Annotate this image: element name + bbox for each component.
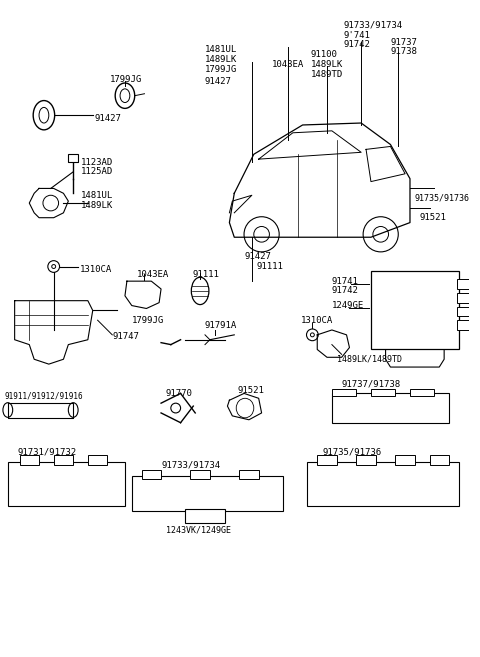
Text: 1489TD: 1489TD	[311, 70, 343, 79]
Bar	[317, 455, 337, 464]
Bar	[371, 271, 459, 350]
Bar	[185, 509, 225, 523]
Text: 91733/91734: 91733/91734	[161, 460, 220, 469]
Bar	[332, 388, 356, 396]
Text: 1481UL: 1481UL	[205, 45, 237, 55]
Bar	[68, 154, 78, 162]
Text: 91111: 91111	[257, 262, 284, 271]
Text: 1799JG: 1799JG	[205, 65, 237, 74]
Text: 91911/91912/91916: 91911/91912/91916	[5, 392, 84, 401]
Text: 91521: 91521	[237, 386, 264, 395]
Bar	[88, 455, 108, 464]
Text: 1799JG: 1799JG	[110, 75, 143, 83]
Text: 91747: 91747	[112, 332, 139, 341]
Bar	[457, 320, 471, 330]
Text: 91742: 91742	[344, 41, 371, 49]
Bar	[371, 388, 396, 396]
Text: 91521: 91521	[420, 214, 446, 222]
Bar	[457, 293, 471, 303]
Bar	[410, 388, 434, 396]
Bar	[20, 455, 39, 464]
Text: 1481UL: 1481UL	[81, 191, 113, 200]
Bar	[457, 279, 471, 289]
Text: 91737: 91737	[390, 37, 417, 47]
Bar	[191, 470, 210, 480]
Text: 91427: 91427	[244, 252, 271, 261]
Bar	[396, 455, 415, 464]
Bar	[132, 476, 283, 510]
Text: 1310CA: 1310CA	[80, 265, 112, 274]
Text: 91427: 91427	[95, 114, 121, 123]
Text: 91741: 91741	[332, 277, 359, 286]
Bar	[239, 470, 259, 480]
Text: 1125AD: 1125AD	[81, 168, 113, 176]
Text: 1489LK: 1489LK	[311, 60, 343, 69]
Text: 1043EA: 1043EA	[137, 270, 169, 279]
Text: 91737/91738: 91737/91738	[342, 379, 401, 388]
Text: 1249GE: 1249GE	[332, 301, 364, 310]
Bar	[142, 470, 161, 480]
Text: 91427: 91427	[205, 77, 232, 85]
Text: 1123AD: 1123AD	[81, 158, 113, 167]
Text: 1310CA: 1310CA	[300, 316, 333, 325]
Text: 1489LK/1489TD: 1489LK/1489TD	[337, 355, 402, 364]
Text: 91111: 91111	[192, 270, 219, 279]
Bar	[457, 307, 471, 316]
Text: 91735/91736: 91735/91736	[415, 194, 470, 203]
Text: 91791A: 91791A	[205, 321, 237, 330]
Text: 1489LK: 1489LK	[205, 55, 237, 64]
Text: 91731/91732: 91731/91732	[18, 447, 77, 457]
Bar	[54, 455, 73, 464]
Text: 1799JG: 1799JG	[132, 316, 164, 325]
Text: 91735/91736: 91735/91736	[322, 447, 381, 457]
Bar	[308, 462, 459, 506]
Text: 9'741: 9'741	[344, 31, 371, 39]
Text: 91738: 91738	[390, 47, 417, 57]
Text: 1489LK: 1489LK	[81, 200, 113, 210]
Text: 91770: 91770	[166, 389, 193, 398]
Text: 91742: 91742	[332, 286, 359, 296]
Text: 91733/91734: 91733/91734	[344, 21, 403, 30]
Text: 91100: 91100	[311, 50, 337, 59]
Bar	[332, 394, 449, 422]
Bar	[430, 455, 449, 464]
Bar	[8, 462, 125, 506]
Bar	[356, 455, 376, 464]
Text: 1243VK/1249GE: 1243VK/1249GE	[166, 526, 231, 535]
Text: 1043EA: 1043EA	[271, 60, 304, 69]
